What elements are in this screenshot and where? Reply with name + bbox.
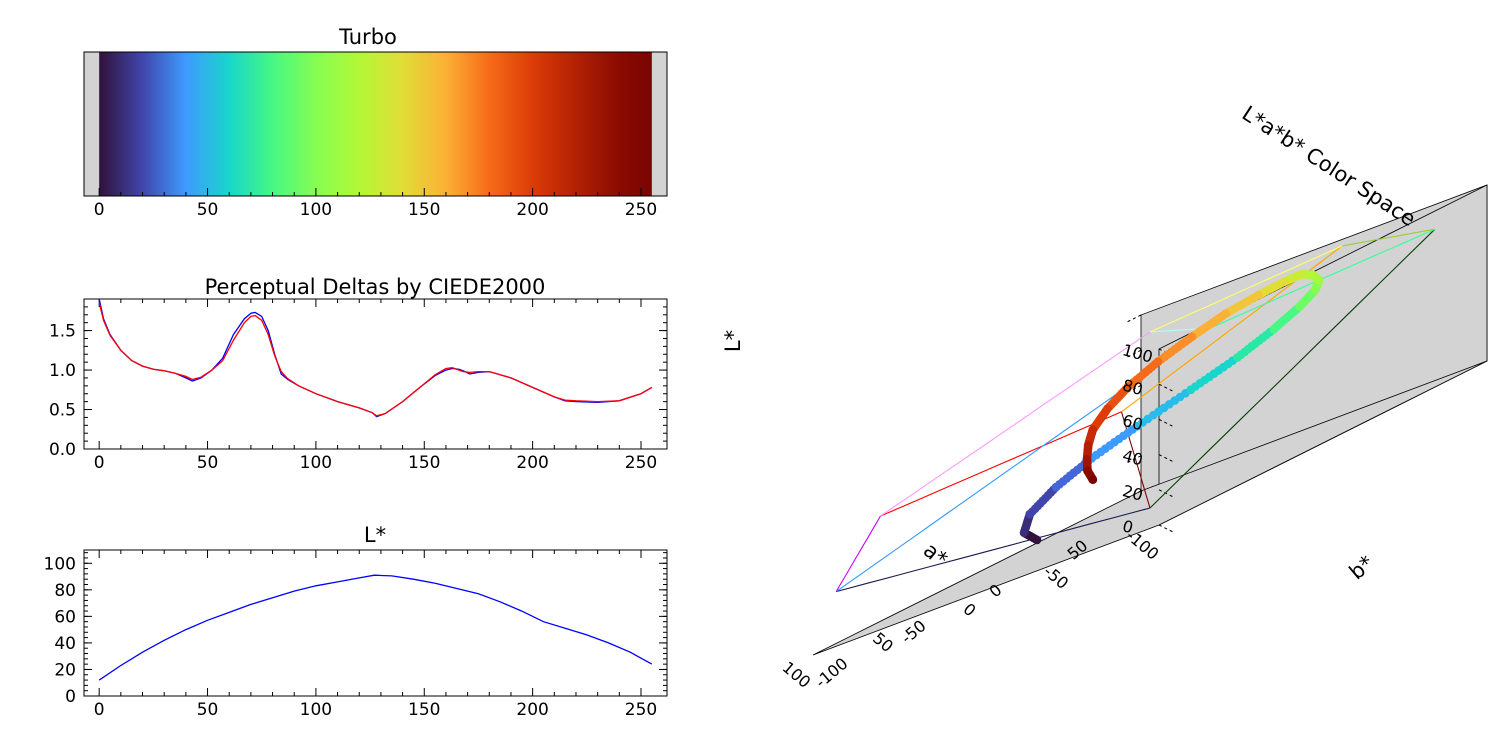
z-tick-label: 20 [1120, 481, 1145, 505]
x-tick-label: 0 [960, 599, 980, 620]
x-tick-label: 150 [408, 453, 440, 473]
gamut-edge-magenta-white [880, 331, 1151, 517]
x-tick-label: 150 [408, 200, 440, 220]
z-grid-tick [1126, 349, 1142, 358]
colorbar-x-ticks: 0 50 100 150 200 250 [94, 188, 657, 220]
x-tick-label: 50 [197, 453, 219, 473]
z-grid-tick [1158, 418, 1174, 427]
x-tick-label: 100 [779, 658, 815, 692]
z-grid-tick [1158, 489, 1174, 498]
gamut-edge-red-magenta [880, 411, 1122, 517]
deltas-series [98, 298, 653, 418]
z-grid-tick [1126, 455, 1142, 464]
y-tick-label: 60 [54, 607, 76, 627]
gamut-edge-yellow-white [1149, 245, 1343, 333]
x-tick-label: 250 [625, 700, 657, 720]
lab-ylabel: b* [1345, 551, 1379, 585]
z-grid-tick [1126, 314, 1142, 323]
series-line-blue [98, 298, 653, 418]
y-tick-label: -100 [811, 654, 851, 692]
y-tick-label: 20 [54, 660, 76, 680]
gamut-edge-black-red [1120, 411, 1151, 509]
x-tick-label: 200 [516, 453, 548, 473]
x-tick-label: 0 [94, 200, 105, 220]
y-tick-label: 1.0 [49, 361, 76, 381]
lstar-ticks: 0 50 100 150 200 250 0 20 40 60 80 100 [44, 550, 667, 720]
y-tick-label: 80 [54, 581, 76, 601]
turbo-trajectory [1019, 269, 1324, 545]
lstar-panel: L* 0 50 100 150 200 250 0 20 40 60 80 100 [44, 523, 668, 720]
x-tick-label: 200 [516, 200, 548, 220]
lab-title: L*a*b* Color Space [1238, 101, 1420, 231]
y-tick-label: 0.5 [49, 401, 76, 421]
gamut-edge-blue-magenta [835, 515, 881, 592]
x-tick-label: 0 [94, 700, 105, 720]
z-tick-label: 80 [1120, 376, 1145, 400]
y-tick-label: 1.5 [49, 322, 76, 342]
x-tick-label: 50 [197, 700, 219, 720]
lstar-frame [83, 549, 668, 697]
x-tick-label: 100 [300, 453, 332, 473]
gamut-edge-black-blue [836, 507, 1151, 593]
x-tick-label: 250 [625, 200, 657, 220]
x-tick-label: 0 [94, 453, 105, 473]
x-tick-label: 100 [300, 200, 332, 220]
lstar-title: L* [364, 523, 386, 547]
z-tick-label: 40 [1120, 446, 1145, 470]
x-tick-label: 200 [516, 700, 548, 720]
z-grid-tick [1158, 383, 1174, 392]
z-grid-tick [1126, 490, 1142, 499]
lab-zlabel: L* [721, 330, 745, 352]
colorbar-title: Turbo [338, 25, 397, 49]
z-tick-label: 60 [1120, 411, 1145, 435]
x-tick-label: 250 [625, 453, 657, 473]
trajectory-point [1088, 475, 1098, 484]
z-grid-tick [1158, 454, 1174, 463]
gamut-edge-black-green [1149, 228, 1436, 509]
y-tick-label: 0.0 [49, 440, 76, 460]
x-tick-label: 150 [408, 700, 440, 720]
y-tick-label: 40 [54, 634, 76, 654]
y-tick-label: 100 [44, 554, 76, 574]
series-line-red [98, 302, 653, 417]
deltas-frame [83, 298, 668, 450]
lab-xlabel: a* [919, 538, 952, 571]
x-tick-label: 50 [197, 200, 219, 220]
z-tick-label: 0 [1120, 516, 1135, 537]
colorbar-gradient [99, 52, 652, 196]
y-tick-label: 0 [65, 687, 76, 707]
colorbar-frame [83, 51, 668, 197]
x-tick-label: 100 [300, 700, 332, 720]
deltas-title: Perceptual Deltas by CIEDE2000 [205, 275, 546, 299]
z-grid-tick [1158, 524, 1174, 533]
lstar-series [98, 574, 653, 681]
deltas-panel: Perceptual Deltas by CIEDE2000 0 50 100 150… [49, 275, 668, 473]
series-line-L [98, 574, 653, 681]
deltas-ticks: 0 50 100 150 200 250 0.0 0.5 1.0 1.5 [49, 298, 667, 473]
gamut-edge-green-yellow [1342, 228, 1435, 247]
turbo-colorbar-panel: Turbo 0 50 100 150 200 250 [83, 25, 668, 220]
